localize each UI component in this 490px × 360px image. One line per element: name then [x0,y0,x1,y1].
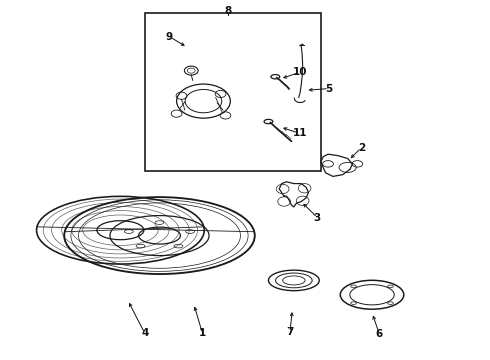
Text: 11: 11 [293,129,307,138]
Text: 10: 10 [293,67,307,77]
Text: 5: 5 [325,84,333,94]
Text: 8: 8 [224,6,231,16]
Text: 3: 3 [314,213,321,222]
Text: 4: 4 [141,328,148,338]
Text: 6: 6 [376,329,383,339]
Text: 7: 7 [286,327,294,337]
Text: 9: 9 [166,32,173,41]
Text: 2: 2 [358,143,365,153]
Bar [145,13,321,171]
Text: 1: 1 [199,328,206,338]
